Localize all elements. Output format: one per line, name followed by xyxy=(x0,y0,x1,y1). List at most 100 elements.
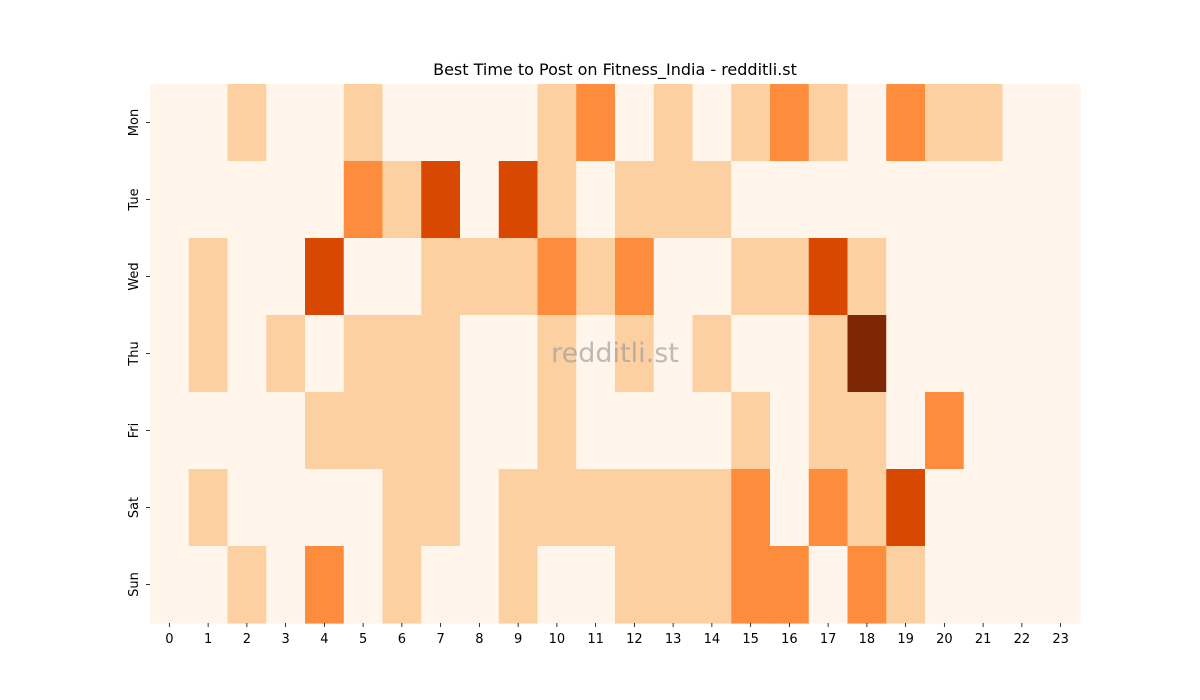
heatmap-cell-tue-7 xyxy=(421,161,461,239)
heatmap-cell-fri-17 xyxy=(808,392,849,470)
x-tick-label: 22 xyxy=(1014,632,1031,647)
heatmap-cell-fri-1 xyxy=(188,392,229,470)
heatmap-cell-fri-23 xyxy=(1041,392,1081,470)
heatmap-cell-fri-15 xyxy=(731,392,771,470)
heatmap-cell-thu-10 xyxy=(537,315,577,393)
heatmap-cell-mon-14 xyxy=(692,84,732,162)
heatmap-cell-sat-19 xyxy=(886,469,926,547)
x-tick-label: 13 xyxy=(665,632,682,647)
heatmap-cell-wed-16 xyxy=(770,238,810,316)
heatmap-cell-fri-16 xyxy=(770,392,810,470)
y-tick-label: Sat xyxy=(127,497,142,518)
heatmap-cell-fri-5 xyxy=(343,392,384,470)
heatmap-cell-sun-16 xyxy=(770,546,810,624)
x-tick-label: 16 xyxy=(781,632,798,647)
heatmap-cell-sun-23 xyxy=(1041,546,1081,624)
heatmap-cell-tue-20 xyxy=(925,161,965,239)
x-tick-label: 0 xyxy=(165,632,173,647)
heatmap-cell-thu-14 xyxy=(692,315,732,393)
heatmap-cell-tue-2 xyxy=(227,161,267,239)
heatmap-cell-tue-12 xyxy=(615,161,655,239)
x-tick-label: 15 xyxy=(742,632,759,647)
heatmap-cell-wed-1 xyxy=(188,238,229,316)
heatmap-cell-thu-15 xyxy=(731,315,771,393)
heatmap-cell-fri-8 xyxy=(460,392,500,470)
heatmap-cell-fri-21 xyxy=(963,392,1004,470)
heatmap-cell-mon-7 xyxy=(421,84,461,162)
heatmap-cell-fri-4 xyxy=(305,392,345,470)
y-tick-label: Fri xyxy=(127,423,142,439)
heatmap-cell-thu-16 xyxy=(770,315,810,393)
heatmap-cell-wed-13 xyxy=(653,238,694,316)
heatmap-cell-tue-19 xyxy=(886,161,926,239)
heatmap-cell-sat-1 xyxy=(188,469,229,547)
heatmap-cell-sun-22 xyxy=(1002,546,1042,624)
heatmap-cell-sat-11 xyxy=(576,469,616,547)
heatmap-cells xyxy=(150,84,1081,624)
heatmap-cell-mon-4 xyxy=(305,84,345,162)
y-tick-label: Thu xyxy=(127,341,142,366)
heatmap-cell-mon-3 xyxy=(266,84,306,162)
heatmap-cell-wed-11 xyxy=(576,238,616,316)
heatmap-cell-thu-4 xyxy=(305,315,345,393)
heatmap-cell-sun-13 xyxy=(653,546,694,624)
heatmap-cell-mon-10 xyxy=(537,84,577,162)
heatmap-cell-wed-22 xyxy=(1002,238,1042,316)
heatmap-cell-sun-1 xyxy=(188,546,229,624)
heatmap-cell-wed-19 xyxy=(886,238,926,316)
heatmap-cell-thu-8 xyxy=(460,315,500,393)
x-tick-label: 5 xyxy=(359,632,367,647)
y-tick-label: Wed xyxy=(127,262,142,290)
heatmap-cell-wed-15 xyxy=(731,238,771,316)
heatmap-cell-sat-4 xyxy=(305,469,345,547)
heatmap-cell-sat-20 xyxy=(925,469,965,547)
x-tick-label: 19 xyxy=(897,632,914,647)
heatmap-cell-fri-9 xyxy=(498,392,539,470)
heatmap-cell-sun-11 xyxy=(576,546,616,624)
heatmap-cell-thu-17 xyxy=(808,315,849,393)
heatmap-cell-mon-6 xyxy=(382,84,422,162)
heatmap-cell-wed-12 xyxy=(615,238,655,316)
heatmap-cell-sat-23 xyxy=(1041,469,1081,547)
heatmap-cell-tue-22 xyxy=(1002,161,1042,239)
heatmap-cell-sat-14 xyxy=(692,469,732,547)
heatmap-cell-wed-18 xyxy=(847,238,887,316)
y-axis: Mon Tue Wed Thu Fri Sat Sun xyxy=(127,109,150,597)
heatmap-cell-sat-16 xyxy=(770,469,810,547)
heatmap-cell-mon-11 xyxy=(576,84,616,162)
heatmap-cell-thu-23 xyxy=(1041,315,1081,393)
heatmap-cell-fri-0 xyxy=(150,392,190,470)
heatmap-cell-mon-15 xyxy=(731,84,771,162)
x-tick-label: 10 xyxy=(549,632,566,647)
heatmap-cell-wed-10 xyxy=(537,238,577,316)
heatmap-cell-wed-2 xyxy=(227,238,267,316)
heatmap-cell-mon-9 xyxy=(498,84,539,162)
heatmap-cell-thu-7 xyxy=(421,315,461,393)
heatmap-cell-wed-21 xyxy=(963,238,1004,316)
heatmap-cell-sun-3 xyxy=(266,546,306,624)
heatmap-cell-wed-23 xyxy=(1041,238,1081,316)
heatmap-cell-wed-8 xyxy=(460,238,500,316)
heatmap-cell-fri-19 xyxy=(886,392,926,470)
heatmap-cell-tue-11 xyxy=(576,161,616,239)
heatmap-cell-mon-20 xyxy=(925,84,965,162)
heatmap-cell-mon-23 xyxy=(1041,84,1081,162)
x-tick-label: 14 xyxy=(704,632,721,647)
heatmap-cell-sun-21 xyxy=(963,546,1004,624)
heatmap-cell-fri-3 xyxy=(266,392,306,470)
heatmap-cell-mon-18 xyxy=(847,84,887,162)
x-tick-label: 18 xyxy=(859,632,876,647)
heatmap-cell-sun-19 xyxy=(886,546,926,624)
heatmap-cell-mon-21 xyxy=(963,84,1004,162)
heatmap-cell-tue-5 xyxy=(343,161,384,239)
heatmap-cell-tue-9 xyxy=(498,161,539,239)
x-tick-label: 21 xyxy=(975,632,992,647)
heatmap-cell-thu-22 xyxy=(1002,315,1042,393)
watermark: redditli.st xyxy=(551,338,679,369)
heatmap-cell-mon-8 xyxy=(460,84,500,162)
heatmap-cell-sun-2 xyxy=(227,546,267,624)
heatmap-cell-sun-0 xyxy=(150,546,190,624)
heatmap-cell-wed-14 xyxy=(692,238,732,316)
y-tick-label: Tue xyxy=(127,188,142,211)
